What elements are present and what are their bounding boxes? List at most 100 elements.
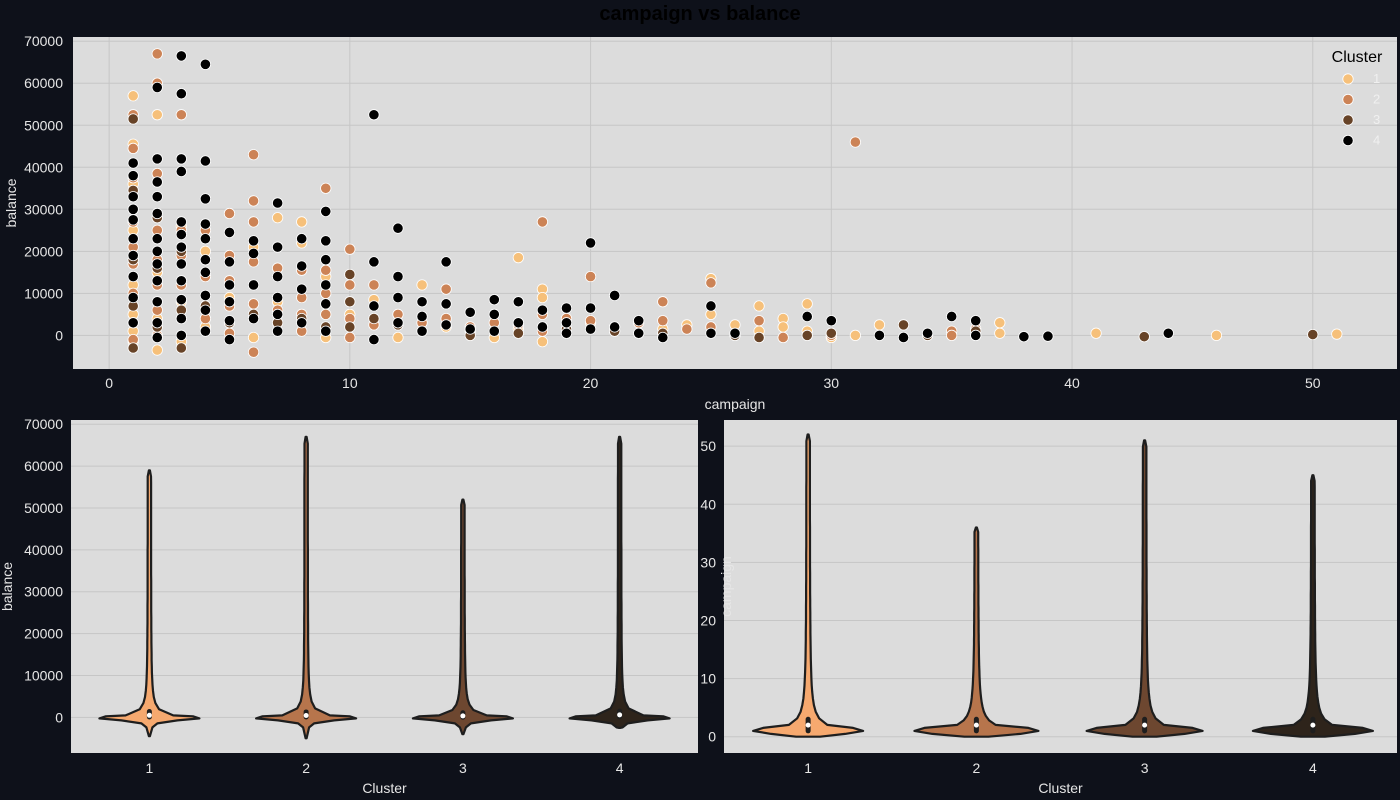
x-tick-label: 50 [1305, 375, 1321, 391]
y-tick-label: 70000 [24, 33, 63, 49]
scatter-point-cluster-1 [536, 336, 549, 348]
x-axis-label: campaign [705, 396, 766, 412]
scatter-point-cluster-4 [1042, 330, 1054, 342]
scatter-point-cluster-4 [1018, 331, 1030, 343]
x-tick-label: 0 [105, 375, 113, 391]
scatter-point-cluster-3 [512, 327, 524, 339]
scatter-point-cluster-4 [825, 315, 837, 327]
scatter-point-cluster-3 [825, 327, 837, 339]
scatter-point-cluster-2 [127, 142, 139, 154]
violin-cluster-4 [568, 435, 671, 729]
x-tick-label: 1 [145, 760, 153, 776]
scatter-point-cluster-4 [416, 325, 428, 337]
scatter-point-cluster-4 [151, 207, 163, 220]
scatter-point-cluster-4 [199, 254, 211, 266]
scatter-point-cluster-4 [127, 249, 139, 262]
scatter-point-cluster-2 [657, 315, 669, 327]
scatter-point-cluster-3 [127, 342, 139, 354]
x-tick-label: 20 [583, 375, 599, 391]
scatter-point-cluster-4 [199, 155, 211, 167]
violin-cluster-4 [1251, 474, 1374, 738]
scatter-point-cluster-2 [344, 243, 356, 255]
scatter-point-cluster-1 [1090, 327, 1102, 339]
median-marker [805, 722, 811, 728]
y-tick-label: 30 [700, 554, 716, 570]
scatter-point-cluster-3 [344, 268, 356, 281]
scatter-point-cluster-1 [127, 90, 139, 102]
legend-title: Cluster [1332, 49, 1383, 66]
legend-marker [1342, 73, 1354, 85]
legend-label: 3 [1373, 112, 1380, 127]
figure-title: campaign vs balance [599, 3, 800, 25]
median-marker [1310, 722, 1316, 728]
scatter-point-cluster-4 [175, 329, 187, 341]
scatter-point-cluster-4 [946, 310, 958, 323]
legend-label: 1 [1373, 71, 1380, 86]
scatter-point-cluster-4 [127, 270, 139, 283]
scatter-point-cluster-4 [272, 325, 284, 337]
scatter-point-cluster-4 [584, 237, 597, 249]
scatter-point-cluster-4 [296, 317, 308, 329]
scatter-point-cluster-4 [296, 260, 308, 272]
scatter-point-cluster-4 [151, 331, 163, 344]
scatter-point-cluster-4 [223, 333, 236, 346]
scatter-point-cluster-4 [633, 327, 645, 339]
scatter-point-cluster-2 [320, 182, 332, 194]
scatter-point-cluster-2 [753, 315, 765, 327]
scatter-point-cluster-4 [151, 258, 163, 270]
scatter-point-cluster-3 [344, 321, 356, 333]
scatter-point-cluster-3 [801, 329, 813, 341]
scatter-point-cluster-4 [199, 218, 211, 230]
scatter-point-cluster-2 [368, 279, 380, 291]
scatter-point-cluster-4 [464, 323, 476, 335]
scatter-point-cluster-4 [175, 165, 187, 178]
scatter-point-cluster-1 [994, 317, 1006, 329]
plot-area [71, 420, 698, 753]
legend-marker [1342, 134, 1354, 147]
scatter-point-cluster-4 [223, 296, 236, 308]
legend-label: 2 [1373, 92, 1380, 107]
scatter-point-cluster-4 [705, 327, 717, 339]
scatter-point-cluster-4 [633, 315, 645, 327]
scatter-point-cluster-4 [127, 214, 139, 226]
campaign-violin-plot: 0 10 20 30 40 50 1 2 3 4 Cluster campaign [700, 420, 1397, 796]
x-axis-label: Cluster [362, 780, 407, 796]
violin-cluster-2 [255, 435, 358, 740]
scatter-point-cluster-4 [175, 241, 187, 253]
scatter-point-cluster-3 [175, 342, 187, 354]
x-tick-label: 10 [342, 375, 358, 391]
x-tick-label: 3 [459, 760, 467, 776]
x-tick-label: 30 [824, 375, 840, 391]
scatter-point-cluster-2 [151, 48, 163, 60]
scatter-point-cluster-4 [151, 153, 163, 165]
y-axis-label: balance [0, 562, 15, 611]
scatter-point-cluster-4 [897, 331, 910, 344]
scatter-point-cluster-4 [247, 312, 260, 325]
y-tick-label: 0 [55, 709, 63, 725]
scatter-point-cluster-4 [560, 317, 573, 329]
scatter-point-cluster-4 [873, 329, 886, 341]
scatter-point-cluster-4 [175, 312, 187, 325]
scatter-point-cluster-1 [151, 344, 163, 356]
y-tick-label: 10000 [24, 668, 63, 684]
scatter-point-cluster-4 [223, 279, 236, 291]
scatter-point-cluster-1 [801, 298, 813, 310]
x-axis-label: Cluster [1038, 780, 1083, 796]
y-tick-label: 60000 [24, 75, 63, 91]
scatter-point-cluster-4 [705, 300, 717, 312]
scatter-point-cluster-2 [320, 308, 332, 320]
y-tick-label: 50000 [24, 117, 63, 133]
balance-violin-plot: 0 10000 20000 30000 40000 50000 60000 70000 1 2 3 4… [0, 416, 698, 796]
scatter-point-cluster-4 [175, 153, 187, 165]
scatter-point-cluster-4 [175, 275, 187, 287]
scatter-point-cluster-4 [801, 310, 813, 323]
scatter-point-cluster-3 [1138, 331, 1150, 343]
scatter-point-cluster-2 [247, 346, 260, 358]
x-tick-label: 2 [972, 760, 980, 776]
scatter-point-cluster-4 [536, 304, 549, 316]
plot-area [73, 37, 1397, 369]
violin-cluster-2 [913, 526, 1040, 738]
scatter-point-cluster-1 [296, 216, 308, 228]
scatter-point-cluster-4 [151, 176, 163, 188]
